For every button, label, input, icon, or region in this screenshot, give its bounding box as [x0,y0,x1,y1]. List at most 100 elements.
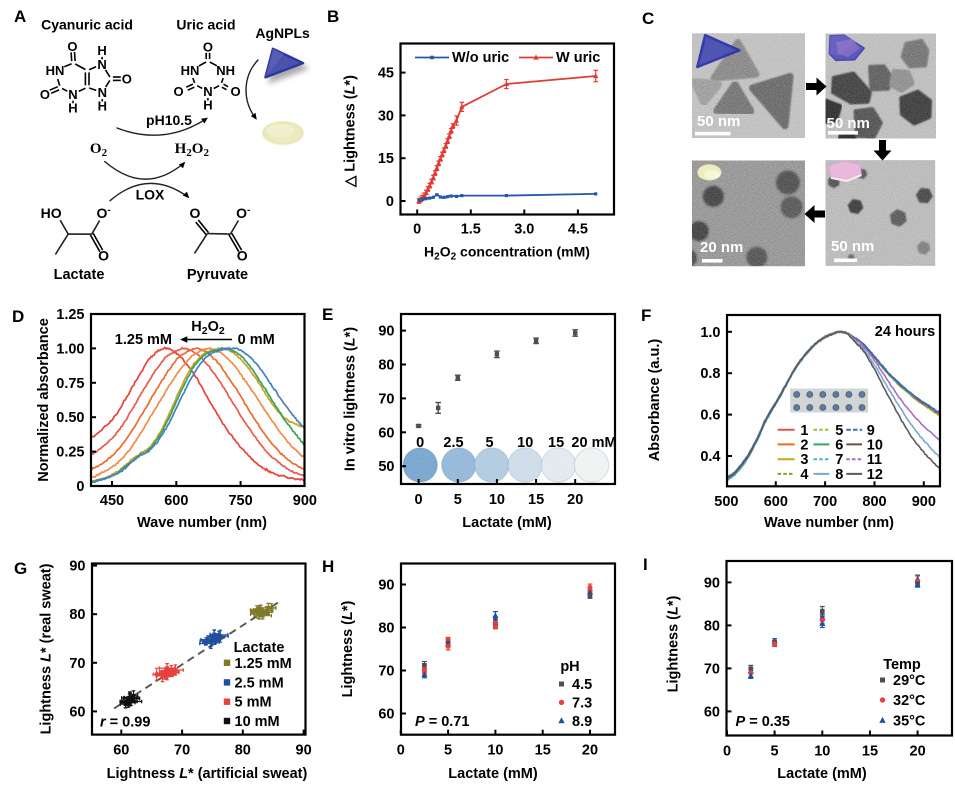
svg-text:20: 20 [567,492,583,508]
svg-text:AgNPLs: AgNPLs [255,25,310,41]
svg-text:5: 5 [771,744,779,760]
svg-text:0: 0 [415,492,423,508]
svg-text:3.0: 3.0 [514,222,534,238]
svg-text:10: 10 [517,435,533,451]
svg-text:O: O [237,248,248,264]
svg-text:60: 60 [704,704,720,720]
svg-text:90: 90 [378,578,394,594]
svg-text:1.25 mM: 1.25 mM [235,656,292,672]
svg-text:10: 10 [867,437,883,453]
svg-text:5: 5 [454,492,462,508]
svg-text:Cyanuric acid: Cyanuric acid [41,17,133,33]
svg-text:NH: NH [216,63,235,78]
svg-text:Pyruvate: Pyruvate [187,267,248,283]
svg-text:50: 50 [378,459,394,475]
svg-text:800: 800 [862,494,886,510]
svg-text:80: 80 [69,607,85,623]
svg-text:1.25: 1.25 [56,307,84,323]
svg-text:0.50: 0.50 [56,410,84,426]
svg-text:30: 30 [378,108,394,124]
svg-text:15: 15 [862,744,878,760]
svg-text:pH: pH [560,659,579,675]
svg-text:0: 0 [76,479,84,495]
svg-text:32°C: 32°C [893,693,926,709]
svg-text:O: O [40,87,50,102]
svg-text:90: 90 [378,324,394,340]
svg-text:B: B [327,7,339,26]
svg-text:Absorbance (a.u.): Absorbance (a.u.) [647,339,663,462]
svg-text:80: 80 [235,743,251,759]
svg-text:O: O [203,40,213,55]
svg-text:20: 20 [582,743,598,759]
svg-text:2: 2 [800,437,808,453]
svg-text:Lactate (mM): Lactate (mM) [777,766,867,782]
svg-text:Wave number (nm): Wave number (nm) [764,515,894,531]
svg-text:4.5: 4.5 [568,222,588,238]
svg-text:15: 15 [378,151,394,167]
svg-text:LOX: LOX [136,187,165,203]
svg-text:900: 900 [912,494,936,510]
svg-text:12: 12 [867,467,883,483]
svg-text:50 nm: 50 nm [831,238,874,255]
svg-text:10: 10 [814,744,830,760]
svg-text:O: O [98,248,109,264]
svg-text:90: 90 [69,559,85,575]
svg-text:Wave number (nm): Wave number (nm) [137,515,267,531]
svg-text:Normalized absorbance: Normalized absorbance [36,318,52,482]
svg-text:Uric acid: Uric acid [176,17,235,33]
svg-text:H: H [322,557,334,576]
svg-text:15: 15 [548,435,564,451]
svg-text:50 nm: 50 nm [827,115,870,132]
svg-text:80: 80 [378,358,394,374]
svg-text:60: 60 [378,707,394,723]
svg-text:60: 60 [113,743,129,759]
svg-text:Lightness (L*): Lightness (L*) [666,595,682,692]
svg-text:0: 0 [413,222,421,238]
svg-text:O: O [174,84,184,99]
svg-text:D: D [12,307,24,326]
svg-text:3: 3 [800,452,808,468]
svg-text:7.3: 7.3 [572,695,592,711]
svg-text:10: 10 [487,743,503,759]
svg-text:P = 0.71: P = 0.71 [415,714,469,730]
svg-text:O: O [190,205,201,221]
svg-text:5: 5 [835,423,843,439]
svg-text:600: 600 [164,493,188,509]
svg-text:H: H [97,43,106,58]
svg-text:F: F [641,306,651,325]
svg-text:90: 90 [296,743,312,759]
svg-text:70: 70 [174,743,190,759]
svg-text:pH10.5: pH10.5 [146,112,192,128]
svg-text:900: 900 [293,493,317,509]
svg-text:C: C [642,9,654,28]
svg-text:Temp: Temp [883,657,921,673]
svg-text:0 mM: 0 mM [238,332,275,348]
svg-text:60: 60 [378,425,394,441]
svg-text:15: 15 [535,743,551,759]
svg-text:80: 80 [704,618,720,634]
svg-text:9: 9 [867,423,875,439]
svg-text:0: 0 [416,435,424,451]
svg-text:0.6: 0.6 [700,408,720,424]
svg-text:80: 80 [378,621,394,637]
svg-text:450: 450 [100,493,124,509]
svg-text:1.25 mM: 1.25 mM [115,332,172,348]
svg-text:5: 5 [486,435,494,451]
svg-text:In vitro lightness (L*): In vitro lightness (L*) [343,327,359,471]
svg-text:Lactate: Lactate [234,640,285,656]
svg-text:Lactate: Lactate [54,267,105,283]
svg-text:Lightness (L*): Lightness (L*) [340,600,356,697]
svg-text:6: 6 [835,437,843,453]
svg-text:600: 600 [764,494,788,510]
svg-text:1.0: 1.0 [700,325,720,341]
svg-text:70: 70 [378,664,394,680]
svg-text:5: 5 [444,743,452,759]
svg-text:A: A [14,7,26,26]
svg-text:20 mM: 20 mM [571,435,616,451]
svg-text:Lightness L* (real sweat): Lightness L* (real sweat) [39,563,55,734]
svg-text:5 mM: 5 mM [235,695,272,711]
svg-text:0.75: 0.75 [56,376,84,392]
svg-text:0: 0 [723,744,731,760]
svg-text:35°C: 35°C [893,713,926,729]
svg-text:△ Lightness (L*): △ Lightness (L*) [343,75,359,188]
